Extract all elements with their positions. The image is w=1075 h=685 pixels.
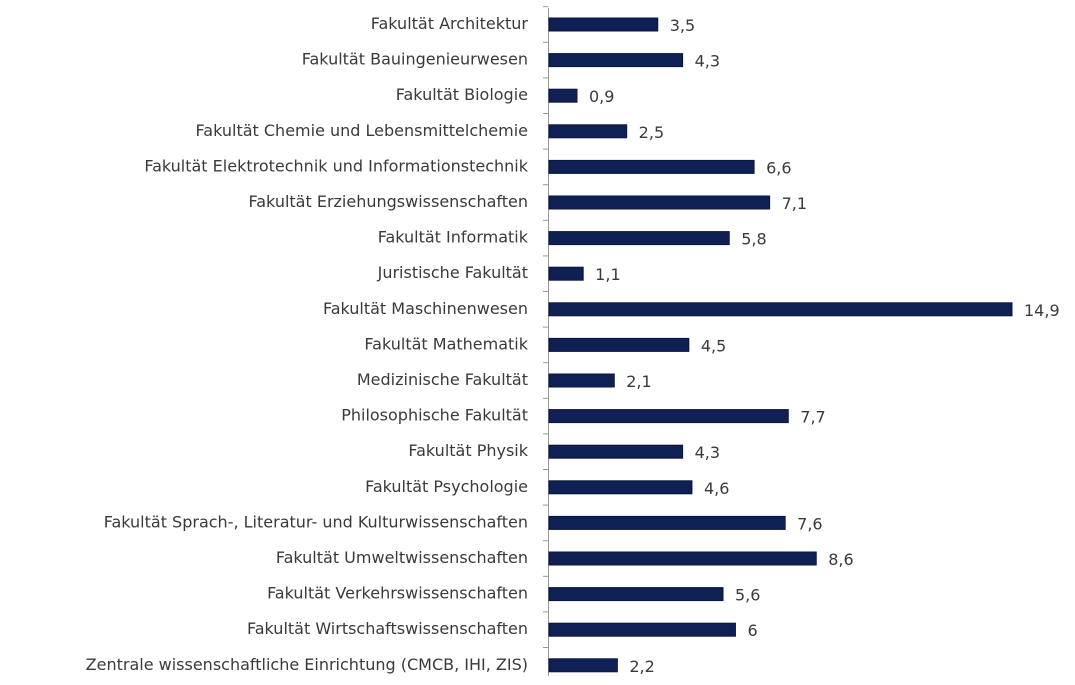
y-tick-label: Fakultät Verkehrswissenschaften — [267, 584, 528, 603]
data-label: 14,9 — [1024, 301, 1060, 320]
data-label: 5,6 — [735, 586, 760, 605]
bar — [548, 124, 628, 139]
data-label: 7,6 — [797, 514, 822, 533]
data-label: 4,6 — [704, 479, 729, 498]
data-label: 3,5 — [670, 16, 695, 35]
y-tick-label: Fakultät Bauingenieurwesen — [302, 50, 528, 69]
bar — [548, 53, 684, 68]
bar — [548, 302, 1013, 317]
y-tick-label: Medizinische Fakultät — [357, 370, 528, 389]
bar — [548, 587, 724, 602]
y-tick-label: Juristische Fakultät — [377, 263, 528, 282]
bar — [548, 373, 615, 388]
data-label: 0,9 — [589, 87, 614, 106]
y-tick-label: Fakultät Umweltwissenschaften — [276, 548, 528, 567]
y-tick-label: Fakultät Sprach-, Literatur- und Kulturw… — [104, 512, 528, 531]
bar — [548, 444, 684, 459]
bar — [548, 17, 659, 32]
bar — [548, 88, 578, 103]
y-tick-label: Fakultät Wirtschaftswissenschaften — [247, 619, 528, 638]
bar — [548, 551, 817, 566]
y-tick-label: Fakultät Mathematik — [364, 334, 528, 353]
data-label: 2,5 — [639, 123, 664, 142]
bar — [548, 231, 730, 246]
bar — [548, 195, 771, 210]
y-tick-label: Fakultät Psychologie — [365, 477, 528, 496]
data-label: 6,6 — [766, 158, 791, 177]
bar — [548, 409, 789, 424]
y-tick-label: Fakultät Biologie — [396, 85, 528, 104]
y-tick-label: Fakultät Maschinenwesen — [323, 299, 528, 318]
data-label: 4,3 — [695, 443, 720, 462]
y-tick-label: Fakultät Erziehungswissenschaften — [249, 192, 529, 211]
data-label: 2,1 — [626, 372, 651, 391]
bar — [548, 159, 755, 174]
y-tick-label: Fakultät Chemie und Lebensmittelchemie — [196, 121, 528, 140]
data-label: 6 — [747, 621, 757, 640]
bar — [548, 515, 786, 530]
data-label: 8,6 — [828, 550, 853, 569]
data-label: 5,8 — [741, 230, 766, 249]
bar — [548, 622, 736, 637]
y-tick-label: Fakultät Architektur — [371, 14, 529, 33]
y-tick-label: Fakultät Informatik — [378, 228, 529, 247]
y-tick-label: Zentrale wissenschaftliche Einrichtung (… — [86, 655, 528, 674]
data-label: 2,2 — [629, 657, 654, 676]
bar — [548, 337, 690, 352]
data-label: 7,1 — [782, 194, 807, 213]
y-tick-label: Fakultät Elektrotechnik und Informations… — [144, 156, 528, 175]
data-label: 4,5 — [701, 336, 726, 355]
y-tick-label: Fakultät Physik — [408, 441, 528, 460]
bar — [548, 266, 584, 281]
y-tick-label: Philosophische Fakultät — [341, 406, 528, 425]
bar — [548, 480, 693, 495]
bar — [548, 658, 618, 673]
data-label: 4,3 — [695, 52, 720, 71]
data-label: 7,7 — [800, 408, 825, 427]
data-label: 1,1 — [595, 265, 620, 284]
